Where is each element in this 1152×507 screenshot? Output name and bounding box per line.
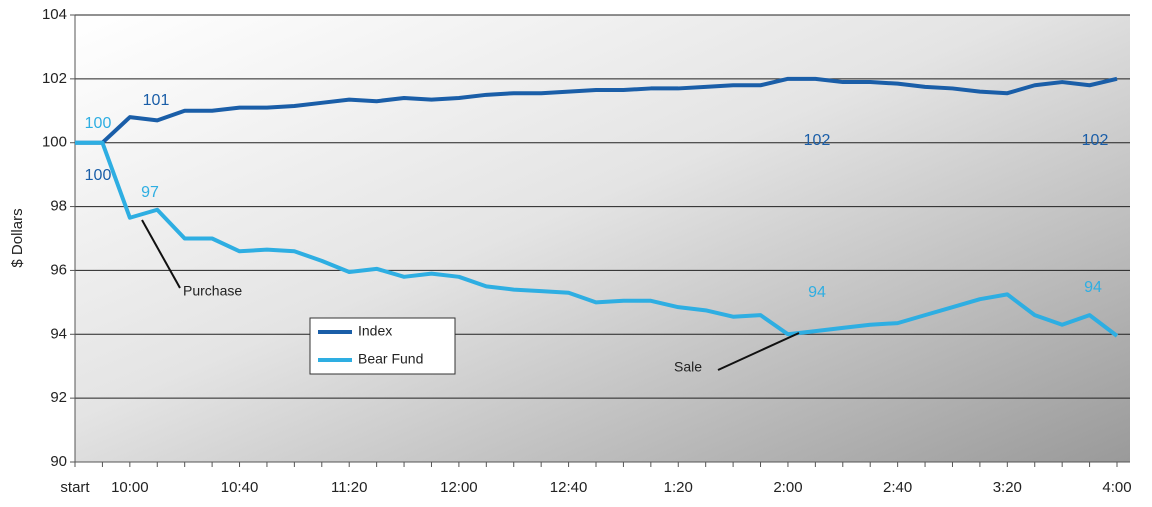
- x-tick-label: 2:40: [883, 479, 912, 496]
- x-tick-label: 11:20: [331, 479, 367, 496]
- annotation: Purchase: [183, 283, 242, 299]
- legend-label: Bear Fund: [358, 351, 423, 367]
- series-line: [75, 76, 1118, 145]
- annotation: 102: [1082, 132, 1109, 149]
- legend-box: [309, 317, 456, 375]
- annotation: 94: [808, 284, 826, 301]
- y-tick-label: 98: [50, 198, 67, 215]
- annotation: 102: [804, 132, 831, 149]
- x-tick-label: 3:20: [993, 479, 1022, 496]
- callout: [717, 332, 800, 371]
- callout: [141, 219, 181, 289]
- y-tick-label: 102: [42, 70, 67, 87]
- series-line: [75, 140, 1119, 338]
- annotation: 97: [141, 184, 159, 201]
- annotation: 100: [85, 167, 112, 184]
- x-tick-label: 12:40: [550, 479, 588, 496]
- y-tick-label: 90: [50, 453, 67, 470]
- legend-label: Index: [358, 323, 392, 339]
- annotation: 100: [85, 115, 112, 132]
- annotation: 94: [1084, 279, 1102, 296]
- x-tick-label: start: [60, 479, 90, 496]
- plot-area: [75, 15, 1130, 462]
- x-tick-label: 12:00: [440, 479, 478, 496]
- annotation: 101: [143, 92, 170, 109]
- x-tick-label: 10:40: [221, 479, 259, 496]
- y-tick-label: 96: [50, 261, 67, 278]
- y-tick-label: 100: [42, 134, 67, 151]
- x-tick-label: 1:20: [664, 479, 693, 496]
- x-tick-label: 10:00: [111, 479, 149, 496]
- x-tick-label: 4:00: [1102, 479, 1131, 496]
- annotation: Sale: [674, 359, 702, 375]
- y-tick-label: 94: [50, 325, 67, 342]
- x-tick-label: 2:00: [773, 479, 802, 496]
- y-tick-label: 104: [42, 6, 67, 23]
- y-axis-label: $ Dollars: [9, 208, 26, 267]
- y-tick-label: 92: [50, 389, 67, 406]
